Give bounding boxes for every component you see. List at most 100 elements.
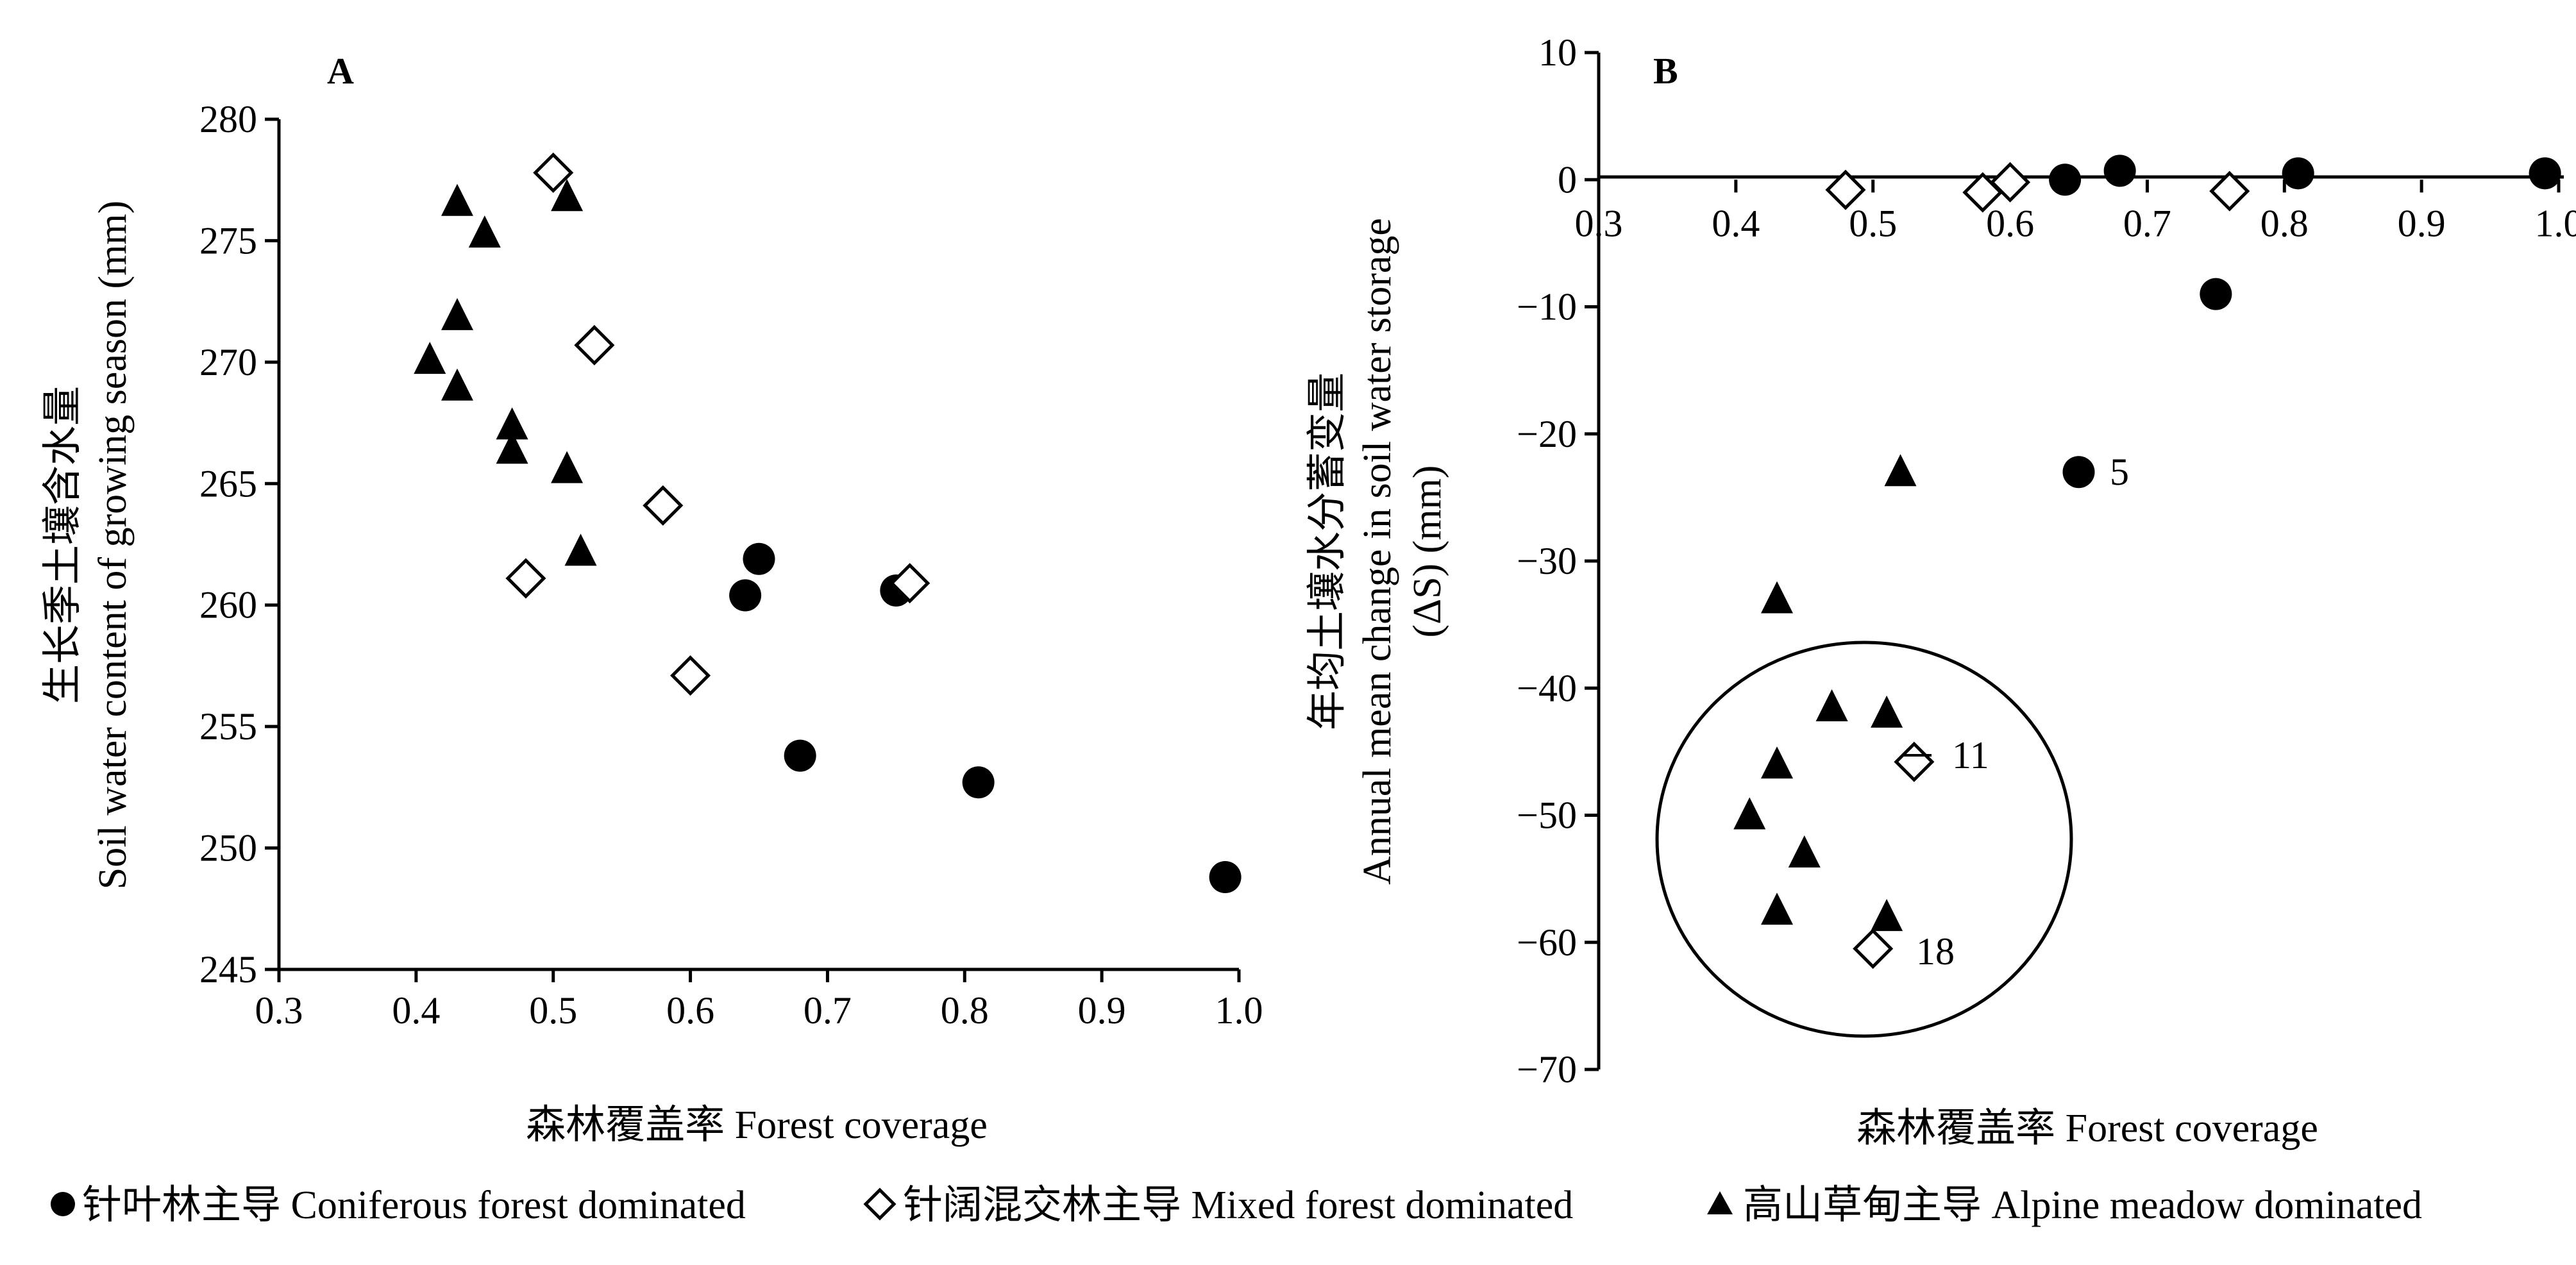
a-point-coniferous — [743, 542, 775, 575]
b-point-meadow — [1871, 899, 1903, 932]
b-y-tick-label: −50 — [1517, 794, 1577, 837]
a-point-meadow — [496, 431, 528, 464]
b-point-meadow — [1884, 454, 1917, 487]
a-x-tick-label: 0.7 — [804, 989, 852, 1032]
a-y-tick-label: 270 — [199, 341, 257, 383]
a-point-mixed — [889, 563, 930, 604]
a-point-coniferous — [1209, 861, 1242, 894]
panel-b-x-axis-label: 森林覆盖率 Forest coverage — [1856, 1107, 2318, 1150]
a-y-tick-label: 265 — [199, 462, 257, 505]
b-point-mixed — [1894, 741, 1935, 782]
b-y-tick-label: −60 — [1517, 921, 1577, 964]
a-x-tick-label: 0.6 — [666, 989, 714, 1032]
a-point-mixed — [574, 324, 615, 365]
panel-a-y-axis-label-cn: 生长季土壤含水量 — [41, 386, 85, 704]
a-y-tick-label: 260 — [199, 584, 257, 626]
a-point-meadow — [468, 215, 501, 248]
a-point-meadow — [441, 297, 474, 330]
a-y-tick-label: 275 — [199, 219, 257, 262]
b-point-meadow — [1761, 892, 1794, 925]
legend-label-mixed: 针阔混交林主导 Mixed forest dominated — [903, 1184, 1573, 1227]
b-x-tick-label: 0.5 — [1849, 202, 1897, 244]
b-point-coniferous — [2282, 157, 2314, 190]
panel-b: B 100−10−20−30−40−50−60−70 0.3 0.4 0.5 0.6 0… — [1306, 31, 2576, 1150]
legend-marker-meadow — [1707, 1191, 1733, 1214]
panel-a: A 245 250 255 260 265 270 275 280 0.3 0.4 0.5 0.6 0… — [41, 50, 1263, 1147]
a-point-mixed — [533, 152, 574, 193]
b-point-coniferous — [2200, 278, 2232, 310]
panel-b-y-axis-label-en: Annual mean change in soil water storage — [1356, 218, 1399, 885]
a-x-tick-label: 0.5 — [529, 989, 577, 1032]
b-point-mixed — [1825, 169, 1866, 210]
legend-label-coniferous: 针叶林主导 Coniferous forest dominated — [82, 1184, 746, 1227]
legend-marker-coniferous — [51, 1192, 75, 1216]
a-x-tick-label: 0.8 — [941, 989, 989, 1032]
panel-b-x-ticks: 0.3 0.4 0.5 0.6 0.7 0.8 0.9 1.0 — [1575, 180, 2576, 244]
b-x-tick-label: 0.6 — [1986, 202, 2034, 244]
a-x-tick-label: 0.3 — [255, 989, 303, 1032]
panel-b-annotation-11: 11 — [1952, 734, 1989, 776]
a-point-meadow — [551, 451, 584, 483]
a-point-meadow — [551, 179, 584, 212]
b-point-coniferous — [2103, 155, 2136, 187]
panel-b-annotation-18: 18 — [1916, 930, 1955, 973]
a-point-coniferous — [962, 766, 995, 799]
a-y-tick-label: 250 — [199, 827, 257, 869]
b-y-tick-label: −70 — [1517, 1048, 1577, 1091]
b-x-tick-label: 0.3 — [1575, 202, 1623, 244]
b-point-mixed — [1990, 162, 2031, 203]
a-y-tick-label: 245 — [199, 948, 257, 991]
panel-b-label: B — [1653, 50, 1678, 92]
panel-a-x-ticks: 0.3 0.4 0.5 0.6 0.7 0.8 0.9 1.0 — [255, 969, 1263, 1032]
b-x-tick-label: 0.9 — [2398, 202, 2446, 244]
b-point-mixed — [1853, 928, 1894, 969]
b-point-mixed — [2209, 171, 2250, 212]
b-y-tick-label: −40 — [1517, 667, 1577, 709]
legend-label-meadow: 高山草甸主导 Alpine meadow dominated — [1743, 1184, 2422, 1227]
b-point-meadow — [1815, 689, 1848, 721]
a-point-mixed — [505, 558, 546, 599]
a-x-tick-label: 0.4 — [392, 989, 440, 1032]
b-y-tick-label: −20 — [1517, 413, 1577, 455]
a-point-meadow — [414, 342, 446, 374]
legend: 针叶林主导 Coniferous forest dominated 针阔混交林主… — [51, 1184, 2422, 1227]
b-point-meadow — [1871, 695, 1903, 728]
a-point-mixed — [643, 485, 684, 526]
b-x-tick-label: 1.0 — [2535, 202, 2576, 244]
b-x-tick-label: 0.4 — [1712, 202, 1760, 244]
panel-b-y-axis-label-unit: (ΔS) (mm) — [1406, 465, 1449, 638]
b-y-tick-label: −30 — [1517, 540, 1577, 582]
a-x-tick-label: 0.9 — [1078, 989, 1126, 1032]
b-y-tick-label: 0 — [1558, 158, 1577, 201]
b-y-tick-label: −10 — [1517, 286, 1577, 328]
panel-b-points — [1733, 155, 2561, 969]
panel-a-points — [414, 152, 1242, 894]
b-point-meadow — [1761, 581, 1794, 614]
panel-b-y-ticks: 10 0 −10 −20 −30 −40 −50 −60 −70 — [1517, 31, 1599, 1091]
panel-a-x-axis-label: 森林覆盖率 Forest coverage — [526, 1103, 988, 1147]
a-point-meadow — [496, 407, 528, 440]
b-point-meadow — [1733, 797, 1766, 830]
a-point-coniferous — [784, 739, 816, 772]
b-y-tick-label: 10 — [1538, 31, 1577, 74]
legend-marker-mixed — [863, 1187, 897, 1221]
a-point-meadow — [441, 368, 474, 401]
b-x-tick-label: 0.8 — [2260, 202, 2309, 244]
b-point-meadow — [1761, 746, 1794, 779]
a-point-coniferous — [729, 579, 762, 612]
b-point-coniferous — [2049, 163, 2082, 196]
a-y-tick-label: 280 — [199, 98, 257, 140]
panel-b-y-axis-label-cn: 年均土壤水分蓄变量 — [1306, 373, 1349, 730]
panel-b-highlight-circle — [1655, 641, 2073, 1038]
a-point-meadow — [441, 183, 474, 216]
a-y-tick-label: 255 — [199, 705, 257, 748]
a-point-meadow — [564, 533, 597, 566]
b-x-tick-label: 0.7 — [2123, 202, 2171, 244]
b-point-meadow — [1788, 835, 1821, 867]
a-point-mixed — [670, 655, 711, 696]
b-point-coniferous — [2529, 157, 2561, 190]
b-point-coniferous — [2062, 456, 2095, 489]
panel-a-y-ticks: 245 250 255 260 265 270 275 280 — [199, 98, 279, 991]
panel-a-label: A — [327, 50, 354, 92]
